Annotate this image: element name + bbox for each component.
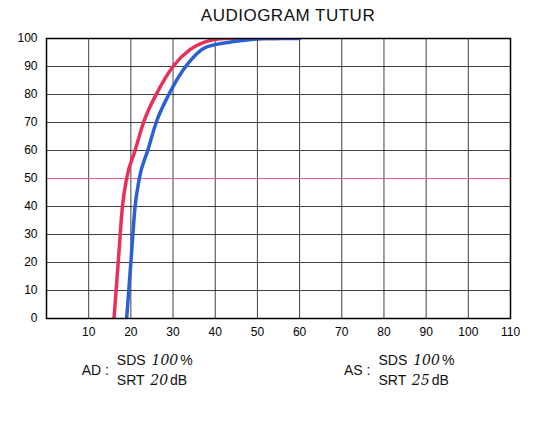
svg-text:90: 90 (419, 325, 433, 339)
html-text:AS :: AS : (344, 362, 371, 378)
html-text:SDS 100%: SDS 100% (378, 352, 455, 368)
html-text:AUDIOGRAM TUTUR: AUDIOGRAM TUTUR (200, 6, 376, 25)
svg-text:40: 40 (209, 325, 223, 339)
svg-text:30: 30 (166, 325, 180, 339)
svg-text:50: 50 (251, 325, 265, 339)
html-text:SDS 100%: SDS 100% (116, 352, 193, 368)
svg-text:70: 70 (24, 115, 38, 129)
svg-text:70: 70 (335, 325, 349, 339)
svg-text:50: 50 (24, 171, 38, 185)
svg-text:60: 60 (24, 143, 38, 157)
svg-text:10: 10 (24, 283, 38, 297)
svg-text:30: 30 (24, 227, 38, 241)
svg-text:20: 20 (24, 255, 38, 269)
svg-text:100: 100 (17, 31, 37, 45)
svg-text:20: 20 (124, 325, 138, 339)
svg-text:60: 60 (293, 325, 307, 339)
svg-text:100: 100 (458, 325, 478, 339)
html-text:SRT 25 dB: SRT 25 dB (378, 372, 449, 388)
svg-text:0: 0 (31, 311, 38, 325)
svg-text:80: 80 (24, 87, 38, 101)
html-text:AD :: AD : (81, 362, 109, 378)
svg-text:110: 110 (501, 325, 520, 339)
svg-text:80: 80 (377, 325, 391, 339)
svg-text:90: 90 (24, 59, 38, 73)
svg-text:40: 40 (24, 199, 38, 213)
html-text:SRT 20 dB: SRT 20 dB (116, 372, 188, 388)
svg-text:10: 10 (82, 325, 96, 339)
